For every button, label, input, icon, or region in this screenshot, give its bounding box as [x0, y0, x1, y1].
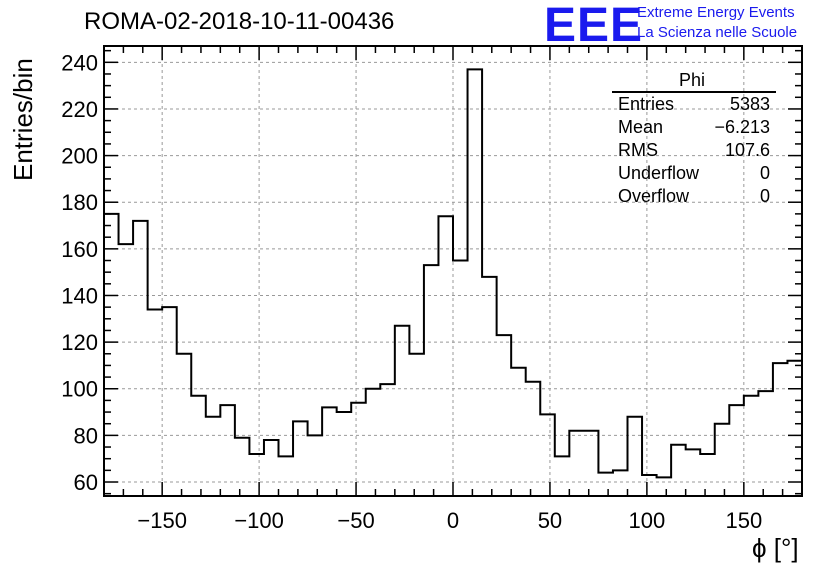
chart-title: ROMA-02-2018-10-11-00436 — [84, 8, 395, 35]
y-tick-label: 180 — [61, 190, 98, 215]
y-tick-labels: 60 80 100 120 140 160 180 200 220 240 — [61, 50, 98, 495]
x-axis-label: ϕ [°] — [752, 533, 799, 563]
x-tick-label: 150 — [725, 508, 762, 533]
logo-line-2: La Scienza nelle Scuole — [637, 24, 798, 41]
stats-value: 0 — [759, 163, 770, 183]
x-tick-label: 0 — [447, 508, 459, 533]
stats-label: Mean — [618, 117, 664, 137]
stats-row: Mean −6.213 — [612, 116, 776, 139]
y-tick-label: 80 — [74, 423, 98, 448]
y-tick-label: 120 — [61, 330, 98, 355]
eee-logo-text: Extreme Energy Events La Scienza nelle S… — [637, 3, 797, 43]
y-tick-label: 220 — [61, 97, 98, 122]
x-tick-label: 50 — [538, 508, 562, 533]
grid-lines — [104, 46, 802, 496]
x-tick-labels: −150 −100 −50 0 50 100 150 — [137, 508, 762, 533]
stats-value: 5383 — [729, 94, 770, 114]
logo-line-1: Extreme Energy Events — [637, 4, 795, 21]
x-tick-label: −100 — [234, 508, 284, 533]
y-tick-label: 240 — [61, 50, 98, 75]
stats-row: Overflow 0 — [612, 185, 776, 208]
y-tick-label: 160 — [61, 237, 98, 262]
stats-value: −6.213 — [714, 117, 770, 137]
y-tick-label: 100 — [61, 377, 98, 402]
stats-value: 107.6 — [724, 140, 770, 160]
stats-label: Entries — [618, 94, 675, 114]
stats-row: Entries 5383 — [612, 93, 776, 116]
y-tick-label: 60 — [74, 470, 98, 495]
stats-value: 0 — [759, 186, 770, 206]
stats-row: RMS 107.6 — [612, 139, 776, 162]
eee-logo: EEE — [544, 0, 644, 52]
histogram-series — [104, 68, 803, 479]
stats-label: Overflow — [618, 186, 690, 206]
stats-box: Phi Entries 5383 Mean −6.213 RMS 107.6 U… — [612, 70, 776, 208]
stats-row: Underflow 0 — [612, 162, 776, 185]
x-tick-label: −150 — [137, 508, 187, 533]
y-tick-label: 140 — [61, 283, 98, 308]
stats-label: RMS — [618, 140, 658, 160]
stats-label: Underflow — [618, 163, 700, 183]
x-tick-label: 100 — [629, 508, 666, 533]
y-tick-label: 200 — [61, 144, 98, 169]
stats-box-title: Phi — [612, 70, 776, 93]
y-axis-label: Entries/bin — [8, 58, 38, 181]
x-tick-label: −50 — [337, 508, 374, 533]
